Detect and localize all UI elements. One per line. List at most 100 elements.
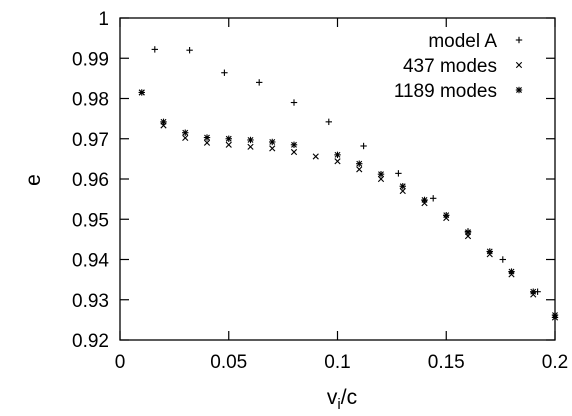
marker-stroke xyxy=(312,153,319,160)
data-point xyxy=(377,170,385,178)
marker-stroke xyxy=(399,183,406,190)
y-tick-label: 0.99 xyxy=(72,49,109,70)
y-tick-label: 0.96 xyxy=(72,170,109,191)
y-tick-label: 0.93 xyxy=(72,291,109,312)
y-axis: 0.92 0.93 0.94 0.95 0.96 0.97 0.98 0.99 1 xyxy=(72,9,555,352)
marker-stroke xyxy=(465,229,471,236)
data-point xyxy=(334,158,341,165)
marker-stroke xyxy=(377,175,385,183)
data-point xyxy=(203,139,211,146)
data-point xyxy=(269,145,276,152)
marker-stroke xyxy=(138,89,145,96)
marker-stroke xyxy=(291,141,297,148)
data-point xyxy=(151,46,158,53)
marker-stroke xyxy=(204,134,210,141)
legend-label: 437 modes xyxy=(403,56,497,77)
data-point xyxy=(399,183,406,190)
data-point xyxy=(225,141,232,148)
legend: model A 437 modes 1189 modes xyxy=(394,31,523,102)
marker-stroke xyxy=(443,212,450,219)
marker-stroke xyxy=(269,145,276,152)
data-point xyxy=(395,170,402,177)
marker-stroke xyxy=(486,248,493,255)
data-point xyxy=(399,187,406,195)
series-cross xyxy=(138,89,559,321)
marker-stroke xyxy=(203,139,211,146)
x-axis-label-v: v xyxy=(327,386,338,409)
y-axis-label: e xyxy=(22,174,45,186)
marker-stroke xyxy=(508,268,515,275)
y-tick-label: 0.97 xyxy=(72,130,109,151)
marker-stroke xyxy=(516,87,522,93)
data-point xyxy=(430,195,437,202)
data-point xyxy=(269,138,276,146)
y-tick-label: 0.98 xyxy=(72,90,109,111)
marker-stroke xyxy=(356,166,363,173)
data-point xyxy=(290,141,298,148)
marker-stroke xyxy=(247,143,254,150)
marker-stroke xyxy=(552,312,558,318)
legend-entry: model A xyxy=(428,31,523,52)
y-tick-label: 0.94 xyxy=(72,251,109,272)
data-point xyxy=(182,129,189,136)
marker-stroke xyxy=(530,288,537,295)
x-tick-label: 0.2 xyxy=(542,352,568,373)
marker-stroke xyxy=(334,158,341,165)
data-point xyxy=(290,99,298,106)
legend-marker xyxy=(515,61,523,69)
y-tick-label: 0.92 xyxy=(72,331,109,352)
data-point xyxy=(443,212,450,219)
data-point xyxy=(464,228,472,236)
marker-stroke xyxy=(225,135,232,142)
data-point xyxy=(160,118,167,126)
data-point xyxy=(256,79,263,86)
data-point xyxy=(290,148,298,156)
legend-entry: 437 modes xyxy=(403,56,523,77)
legend-label: 1189 modes xyxy=(394,81,497,102)
marker-stroke xyxy=(515,61,523,69)
x-axis-label-subscript: i xyxy=(337,396,340,413)
x-axis-label: vi/c xyxy=(327,386,357,413)
marker-stroke xyxy=(399,187,406,195)
marker-stroke xyxy=(225,141,232,148)
marker-stroke xyxy=(356,160,363,167)
y-tick-label: 1 xyxy=(98,9,109,30)
legend-marker xyxy=(515,86,523,94)
legend-marker xyxy=(515,36,523,44)
marker-stroke xyxy=(182,129,189,136)
data-point xyxy=(499,256,506,263)
data-point xyxy=(312,153,319,160)
data-point xyxy=(247,136,254,144)
data-point xyxy=(225,135,232,142)
data-point xyxy=(530,288,537,295)
x-tick-label: 0 xyxy=(115,352,126,373)
marker-stroke xyxy=(160,118,167,125)
marker-stroke xyxy=(247,137,254,143)
y-tick-label: 0.95 xyxy=(72,210,109,231)
marker-stroke xyxy=(269,139,276,145)
data-point xyxy=(508,268,515,275)
legend-label: model A xyxy=(428,31,497,52)
data-point xyxy=(356,166,363,173)
x-tick-label: 0.1 xyxy=(324,352,350,373)
data-point xyxy=(334,151,341,159)
data-point xyxy=(421,196,428,204)
x-tick-label: 0.15 xyxy=(428,352,465,373)
data-point xyxy=(182,134,189,142)
data-point xyxy=(247,143,254,150)
legend-entry: 1189 modes xyxy=(394,81,523,102)
series-plus xyxy=(151,46,559,321)
data-point xyxy=(221,69,228,76)
data-point xyxy=(325,118,332,126)
x-tick-label: 0.05 xyxy=(210,352,247,373)
marker-stroke xyxy=(182,134,189,142)
data-point xyxy=(360,142,367,150)
marker-stroke xyxy=(378,171,384,178)
marker-stroke xyxy=(290,148,298,156)
data-point xyxy=(186,47,193,54)
data-point xyxy=(138,89,145,96)
data-point xyxy=(486,248,493,255)
x-axis: 0 0.05 0.1 0.15 0.2 xyxy=(115,18,568,373)
data-point xyxy=(203,134,211,141)
